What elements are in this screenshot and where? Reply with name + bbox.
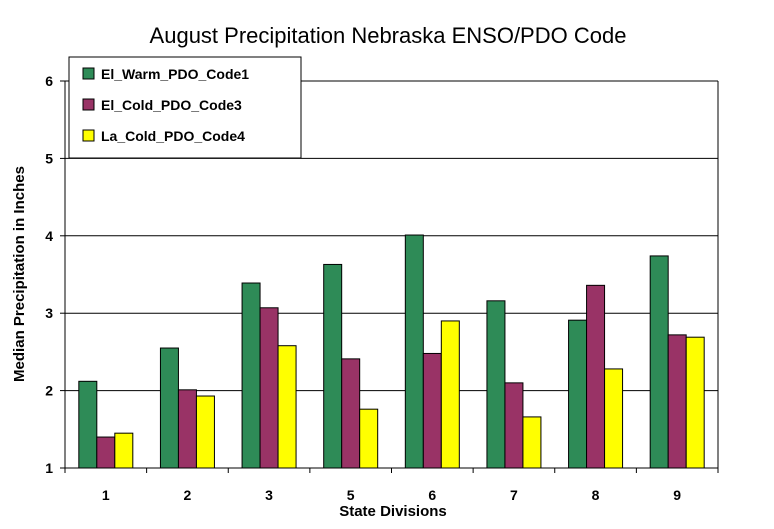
legend-swatch (82, 129, 95, 142)
y-tick-label: 6 (45, 73, 53, 89)
y-axis-title: Median Precipitation in Inches (11, 166, 28, 382)
bar-el-cold-pdo-code3-6 (422, 352, 442, 469)
legend-swatch (82, 98, 95, 111)
legend-swatch (82, 67, 95, 80)
bar-la-cold-pdo-code4-2 (195, 395, 215, 469)
bar-el-cold-pdo-code3-1 (96, 436, 116, 469)
x-tick-label: 8 (592, 487, 600, 503)
y-tick-label: 5 (45, 150, 53, 166)
bar-la-cold-pdo-code4-5 (359, 408, 379, 469)
bar-la-cold-pdo-code4-1 (114, 432, 134, 469)
chart-title: August Precipitation Nebraska ENSO/PDO C… (150, 23, 627, 48)
x-tick-label: 5 (347, 487, 355, 503)
bar-el-cold-pdo-code3-9 (667, 334, 687, 469)
bar-el-warm-pdo-code1-9 (649, 255, 669, 469)
x-tick-label: 2 (184, 487, 192, 503)
y-tick-label: 1 (45, 460, 53, 476)
x-tick-label: 7 (510, 487, 518, 503)
legend-label: El_Cold_PDO_Code3 (101, 97, 242, 113)
bar-la-cold-pdo-code4-6 (440, 320, 460, 469)
bar-el-warm-pdo-code1-2 (159, 347, 179, 469)
legend: El_Warm_PDO_Code1 El_Cold_PDO_Code3 La_Col… (68, 56, 302, 159)
bar-el-warm-pdo-code1-3 (241, 282, 261, 469)
legend-box (68, 56, 302, 159)
bar-el-warm-pdo-code1-5 (323, 263, 343, 469)
bar-el-warm-pdo-code1-1 (78, 380, 98, 469)
bar-el-warm-pdo-code1-6 (404, 234, 424, 469)
bar-el-cold-pdo-code3-3 (259, 307, 279, 469)
bar-el-cold-pdo-code3-5 (341, 358, 361, 469)
ticks-layer: 1 2 3 4 5 6 1 2 3 5 6 7 8 9 (45, 73, 681, 503)
bar-la-cold-pdo-code4-8 (604, 368, 624, 469)
bar-el-cold-pdo-code3-2 (177, 389, 197, 469)
axes-layer (60, 80, 719, 473)
x-tick-label: 9 (673, 487, 681, 503)
legend-label: La_Cold_PDO_Code4 (101, 128, 245, 144)
bar-la-cold-pdo-code4-9 (685, 336, 705, 469)
y-tick-label: 2 (45, 383, 53, 399)
y-tick-label: 3 (45, 305, 53, 321)
x-tick-label: 6 (428, 487, 436, 503)
x-axis-title: State Divisions (339, 503, 447, 520)
bar-el-cold-pdo-code3-7 (504, 382, 524, 469)
y-tick-label: 4 (45, 228, 53, 244)
bar-la-cold-pdo-code4-7 (522, 416, 542, 469)
bar-el-cold-pdo-code3-8 (586, 284, 606, 469)
x-tick-label: 1 (102, 487, 110, 503)
bar-la-cold-pdo-code4-3 (277, 345, 297, 469)
bar-el-warm-pdo-code1-7 (486, 300, 506, 469)
bar-el-warm-pdo-code1-8 (568, 319, 588, 469)
legend-label: El_Warm_PDO_Code1 (101, 66, 249, 82)
x-tick-label: 3 (265, 487, 273, 503)
